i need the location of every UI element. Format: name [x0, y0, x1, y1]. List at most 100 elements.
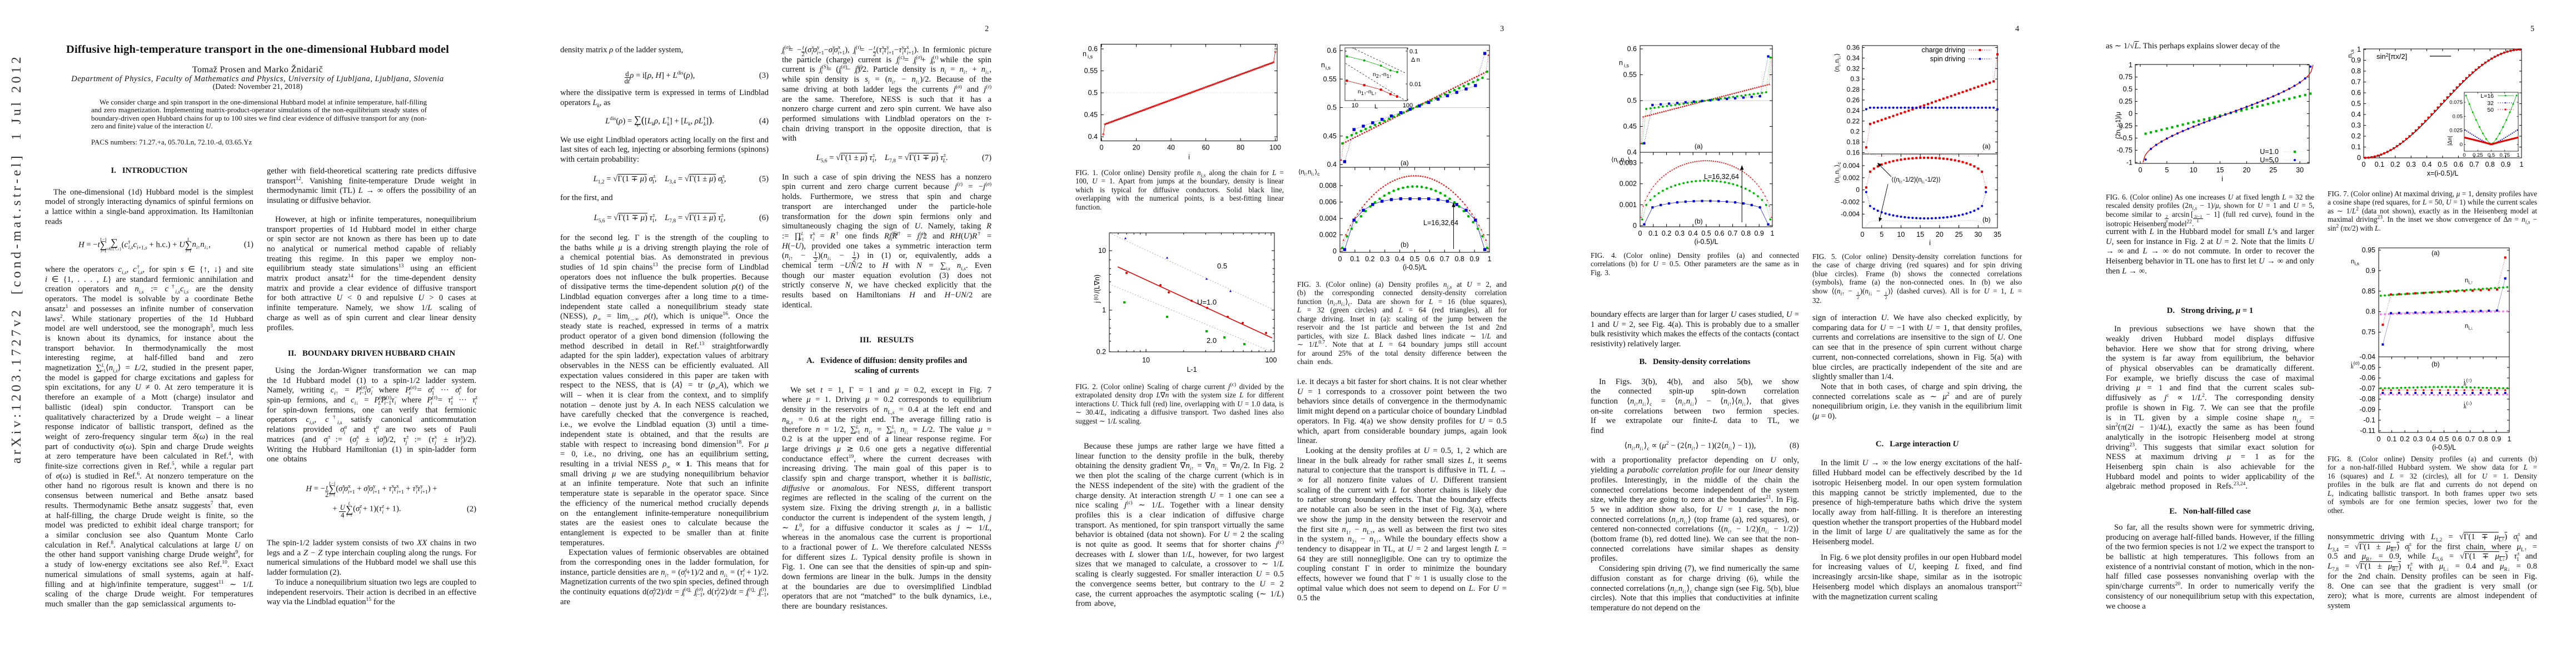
svg-text:ji(σ): ji(σ)	[2350, 360, 2360, 370]
svg-text:U=1.0: U=1.0	[1197, 298, 1217, 306]
svg-text:0.5: 0.5	[2438, 161, 2447, 168]
svg-text:2.0: 2.0	[1207, 336, 1217, 345]
svg-text:0.8: 0.8	[1455, 255, 1464, 263]
svg-text:0.006: 0.006	[1319, 198, 1337, 206]
svg-text:0.95: 0.95	[2362, 246, 2375, 254]
svg-text:0: 0	[2357, 154, 2361, 162]
svg-text:0: 0	[1100, 144, 1104, 152]
svg-text:1: 1	[1102, 306, 1106, 314]
svg-text:0.7: 0.7	[2469, 161, 2479, 168]
svg-text:-0.09: -0.09	[2360, 406, 2376, 414]
svg-text:0.4: 0.4	[2422, 161, 2431, 168]
svg-text:1: 1	[2520, 161, 2524, 168]
svg-text:0.4: 0.4	[1627, 148, 1637, 156]
svg-text:-0.75: -0.75	[2117, 146, 2133, 154]
svg-text:0.2: 0.2	[1365, 255, 1374, 263]
svg-text:0.6: 0.6	[1425, 255, 1434, 263]
svg-text:0.55: 0.55	[1623, 71, 1637, 79]
svg-text:0: 0	[1633, 222, 1637, 230]
svg-text:0.7: 0.7	[1440, 255, 1449, 263]
svg-text:U=1.0: U=1.0	[2260, 148, 2279, 156]
svg-text:80: 80	[1237, 144, 1244, 152]
svg-text:0.1: 0.1	[1350, 255, 1359, 263]
svg-text:0.4: 0.4	[1327, 161, 1337, 168]
svg-text:1: 1	[2508, 435, 2512, 443]
svg-text:0.25: 0.25	[2119, 98, 2132, 106]
svg-text:0.05: 0.05	[2453, 113, 2463, 120]
svg-text:0.7: 0.7	[1728, 230, 1737, 237]
svg-text:spin driving: spin driving	[1930, 55, 1965, 63]
svg-text:(i-0.5)/L: (i-0.5)/L	[1403, 263, 1427, 271]
svg-text:L=16: L=16	[2480, 93, 2494, 99]
svg-text:0.025: 0.025	[2449, 128, 2463, 134]
svg-text:0.8: 0.8	[2478, 435, 2488, 443]
svg-text:100: 100	[1403, 102, 1413, 109]
svg-text:0: 0	[1338, 255, 1342, 263]
svg-text:1: 1	[1771, 230, 1775, 237]
svg-text:0.5: 0.5	[2351, 100, 2361, 108]
svg-text:-0.05: -0.05	[2360, 364, 2376, 371]
svg-text:-0.5: -0.5	[2120, 134, 2132, 142]
svg-text:0.3: 0.3	[2413, 435, 2423, 443]
svg-text:0: 0	[2463, 152, 2465, 158]
svg-text:(i-0.5)/L: (i-0.5)/L	[2432, 444, 2456, 451]
svg-text:0.5: 0.5	[1088, 89, 1098, 97]
svg-text:0.2: 0.2	[1662, 230, 1671, 237]
svg-text:100: 100	[1265, 356, 1277, 364]
svg-text:0.4: 0.4	[1088, 133, 1098, 141]
svg-text:50: 50	[2487, 107, 2494, 113]
svg-text:0.008: 0.008	[1319, 182, 1337, 190]
svg-text:L=16,32,64: L=16,32,64	[1423, 219, 1458, 227]
svg-text:U=5.0: U=5.0	[2260, 156, 2279, 164]
svg-text:⟨ni↑ni↓⟩c: ⟨ni↑ni↓⟩c	[1611, 156, 1633, 165]
svg-text:0.36: 0.36	[1847, 44, 1860, 52]
svg-text:-0.11: -0.11	[2360, 427, 2375, 435]
svg-text:1: 1	[1488, 255, 1492, 263]
svg-text:0.16: 0.16	[1847, 149, 1860, 157]
svg-text:0.55: 0.55	[1323, 75, 1337, 83]
svg-text:ni,s: ni,s	[2351, 258, 2359, 266]
svg-text:0.8: 0.8	[2485, 161, 2495, 168]
svg-text:0.4: 0.4	[1688, 230, 1698, 237]
svg-text:0.9: 0.9	[2492, 435, 2501, 443]
svg-text:/(L∇n): /(L∇n)	[1093, 275, 1101, 293]
svg-text:i,s: i,s	[1624, 63, 1630, 68]
svg-text:0.6: 0.6	[2452, 435, 2462, 443]
svg-text:0.7: 0.7	[2465, 435, 2475, 443]
svg-text:i: i	[1929, 239, 1931, 247]
svg-text:30: 30	[2296, 166, 2304, 174]
svg-text:sin2[πx/2]: sin2[πx/2]	[2376, 52, 2407, 61]
svg-text:0.6: 0.6	[1088, 45, 1098, 53]
svg-text:-1: -1	[2126, 158, 2132, 166]
svg-text:0: 0	[2129, 110, 2132, 118]
svg-text:0.1: 0.1	[2351, 143, 2361, 151]
svg-text:0: 0	[1638, 230, 1642, 237]
svg-text:60: 60	[1202, 144, 1210, 152]
svg-text:20: 20	[1936, 231, 1944, 238]
svg-text:0.9: 0.9	[2351, 57, 2361, 64]
svg-text:20: 20	[1133, 144, 1140, 152]
svg-text:-0.06: -0.06	[2360, 374, 2376, 382]
svg-text:L=16,32,64: L=16,32,64	[1704, 173, 1739, 181]
svg-text:n: n	[1321, 61, 1325, 69]
svg-text:0.1: 0.1	[1648, 230, 1658, 237]
svg-text:0: 0	[1861, 231, 1865, 238]
svg-text:5: 5	[1880, 231, 1884, 238]
svg-text:10: 10	[1142, 356, 1150, 364]
svg-text:0.26: 0.26	[1847, 96, 1860, 104]
svg-text:ji(↑): ji(↑)	[2463, 377, 2472, 387]
svg-text:charge driving: charge driving	[1921, 46, 1965, 54]
svg-text:ni,↑: ni,↑	[2465, 277, 2473, 285]
svg-text:0.6: 0.6	[1627, 45, 1637, 53]
svg-text:0: 0	[2377, 435, 2381, 443]
svg-text:0.24: 0.24	[1847, 107, 1860, 115]
svg-text:0.001: 0.001	[1620, 201, 1637, 208]
svg-text:0.34: 0.34	[1847, 54, 1860, 62]
svg-text:(2ni,s-1)/μ: (2ni,s-1)/μ	[2115, 112, 2123, 139]
svg-text:(b): (b)	[1982, 216, 1991, 223]
svg-text:10: 10	[1897, 231, 1905, 238]
svg-text:25: 25	[2269, 166, 2277, 174]
svg-text:-0.07: -0.07	[2360, 385, 2376, 392]
svg-text:n: n	[1619, 59, 1623, 67]
svg-text:ni,s: ni,s	[2347, 49, 2355, 58]
